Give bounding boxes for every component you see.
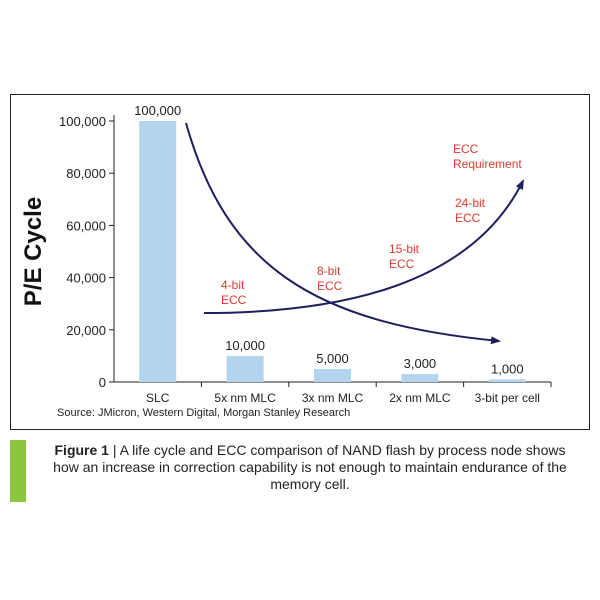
x-tick-label: 5x nm MLC [214,391,276,405]
caption-text: A life cycle and ECC comparison of NAND … [53,442,567,492]
bar [401,374,439,382]
bar [139,121,177,382]
ecc-annotation: ECC [453,142,479,156]
bar [314,368,351,382]
caption-separator: | [108,442,120,458]
ecc-annotation: ECC [221,293,247,307]
chart-frame: 0 20,000 40,000 60,000 80,000 100,000 P/E Cycl… [10,94,590,430]
ecc-annotation: 4-bit [221,278,245,292]
y-tick-label: 80,000 [66,166,106,181]
caption-label: Figure 1 [54,442,109,458]
x-tick-label: 2x nm MLC [389,391,451,405]
ecc-requirement-arrow [203,179,524,314]
bar [226,355,264,382]
ecc-annotation: ECC [455,211,481,225]
y-tick-label: 40,000 [66,271,106,286]
source-note: Source: JMicron, Western Digital, Morgan… [57,407,351,419]
y-tick-label: 100,000 [59,114,106,129]
y-tick-label: 0 [99,375,106,390]
chart-svg: 0 20,000 40,000 60,000 80,000 100,000 P/E Cycl… [20,103,552,405]
x-tick-label: 3-bit per cell [475,391,540,405]
bar [488,379,526,382]
ecc-annotation: ECC [317,279,343,293]
bar-value-label: 3,000 [404,356,437,371]
y-tick-label: 20,000 [66,323,106,338]
ecc-annotation: 15-bit [389,242,420,256]
ecc-annotation: 24-bit [455,196,486,210]
ecc-annotation: 8-bit [317,264,341,278]
y-tick-label: 60,000 [66,218,106,233]
endurance-decline-arrow [185,122,501,345]
ecc-annotation: Requirement [453,157,522,171]
bar-value-label: 10,000 [225,338,265,353]
ecc-annotation: ECC [389,257,415,271]
caption-accent-bar [10,440,26,502]
bar-value-label: 5,000 [316,351,349,366]
bar-value-label: 1,000 [491,361,524,376]
x-tick-label: 3x nm MLC [302,391,364,405]
bar-value-label: 100,000 [134,103,181,118]
x-tick-label: SLC [146,391,170,405]
figure-caption: Figure 1 | A life cycle and ECC comparis… [40,442,580,493]
y-axis-title: P/E Cycle [20,197,47,306]
